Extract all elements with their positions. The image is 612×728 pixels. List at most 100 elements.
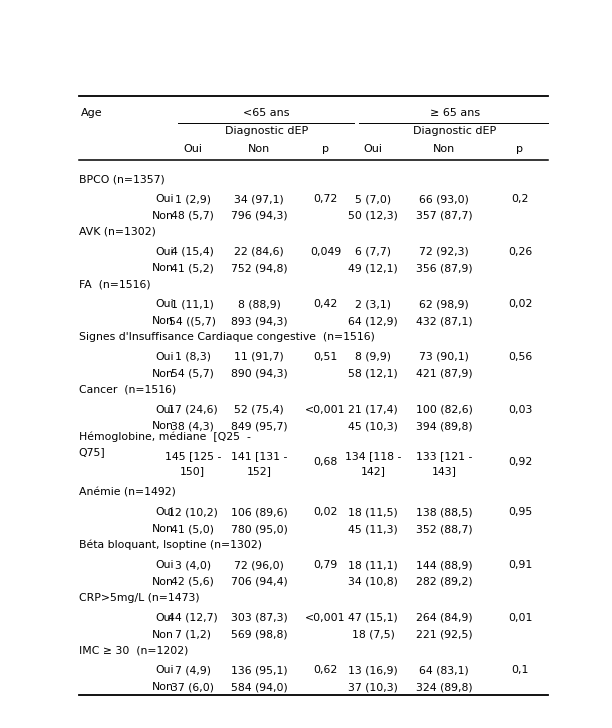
Text: 152]: 152] bbox=[247, 466, 272, 476]
Text: 0,01: 0,01 bbox=[508, 613, 532, 622]
Text: <0,001: <0,001 bbox=[305, 405, 346, 414]
Text: 144 (88,9): 144 (88,9) bbox=[416, 560, 472, 570]
Text: Diagnostic dEP: Diagnostic dEP bbox=[413, 126, 496, 136]
Text: 796 (94,3): 796 (94,3) bbox=[231, 211, 288, 221]
Text: 780 (95,0): 780 (95,0) bbox=[231, 524, 288, 534]
Text: Non: Non bbox=[152, 264, 174, 274]
Text: 64 (12,9): 64 (12,9) bbox=[348, 316, 398, 326]
Text: 0,79: 0,79 bbox=[313, 560, 338, 570]
Text: <0,001: <0,001 bbox=[305, 613, 346, 622]
Text: 58 (12,1): 58 (12,1) bbox=[348, 368, 398, 379]
Text: Non: Non bbox=[152, 630, 174, 639]
Text: 0,62: 0,62 bbox=[313, 665, 338, 676]
Text: CRP>5mg/L (n=1473): CRP>5mg/L (n=1473) bbox=[79, 593, 200, 603]
Text: 1 (2,9): 1 (2,9) bbox=[174, 194, 211, 204]
Text: 282 (89,2): 282 (89,2) bbox=[416, 577, 472, 587]
Text: 849 (95,7): 849 (95,7) bbox=[231, 422, 288, 431]
Text: 150]: 150] bbox=[180, 466, 205, 476]
Text: IMC ≥ 30  (n=1202): IMC ≥ 30 (n=1202) bbox=[79, 646, 188, 655]
Text: 54 (5,7): 54 (5,7) bbox=[171, 368, 214, 379]
Text: Signes d'Insuffisance Cardiaque congestive  (n=1516): Signes d'Insuffisance Cardiaque congesti… bbox=[79, 332, 375, 342]
Text: Oui: Oui bbox=[155, 560, 174, 570]
Text: 2 (3,1): 2 (3,1) bbox=[355, 299, 391, 309]
Text: Anémie (n=1492): Anémie (n=1492) bbox=[79, 488, 176, 497]
Text: p: p bbox=[517, 143, 523, 154]
Text: 11 (91,7): 11 (91,7) bbox=[234, 352, 284, 362]
Text: p: p bbox=[322, 143, 329, 154]
Text: 0,03: 0,03 bbox=[508, 405, 532, 414]
Text: Non: Non bbox=[152, 368, 174, 379]
Text: 142]: 142] bbox=[360, 466, 386, 476]
Text: Non: Non bbox=[152, 211, 174, 221]
Text: Non: Non bbox=[152, 577, 174, 587]
Text: Hémoglobine, médiane  [Q25  -: Hémoglobine, médiane [Q25 - bbox=[79, 432, 251, 442]
Text: FA  (n=1516): FA (n=1516) bbox=[79, 280, 151, 289]
Text: Oui: Oui bbox=[155, 299, 174, 309]
Text: 22 (84,6): 22 (84,6) bbox=[234, 247, 284, 257]
Text: 356 (87,9): 356 (87,9) bbox=[416, 264, 472, 274]
Text: 0,02: 0,02 bbox=[508, 299, 532, 309]
Text: 66 (93,0): 66 (93,0) bbox=[419, 194, 469, 204]
Text: Oui: Oui bbox=[155, 194, 174, 204]
Text: 141 [131 -: 141 [131 - bbox=[231, 451, 287, 461]
Text: 0,92: 0,92 bbox=[508, 457, 532, 467]
Text: 17 (24,6): 17 (24,6) bbox=[168, 405, 218, 414]
Text: 18 (11,5): 18 (11,5) bbox=[348, 507, 398, 518]
Text: 5 (7,0): 5 (7,0) bbox=[355, 194, 391, 204]
Text: ≥ 65 ans: ≥ 65 ans bbox=[430, 108, 480, 117]
Text: 0,51: 0,51 bbox=[313, 352, 338, 362]
Text: 394 (89,8): 394 (89,8) bbox=[416, 422, 472, 431]
Text: 72 (92,3): 72 (92,3) bbox=[419, 247, 469, 257]
Text: 49 (12,1): 49 (12,1) bbox=[348, 264, 398, 274]
Text: 100 (82,6): 100 (82,6) bbox=[416, 405, 472, 414]
Text: 73 (90,1): 73 (90,1) bbox=[419, 352, 469, 362]
Text: 0,26: 0,26 bbox=[508, 247, 532, 257]
Text: 44 (12,7): 44 (12,7) bbox=[168, 613, 218, 622]
Text: 264 (84,9): 264 (84,9) bbox=[416, 613, 472, 622]
Text: Non: Non bbox=[152, 422, 174, 431]
Text: Non: Non bbox=[152, 524, 174, 534]
Text: 145 [125 -: 145 [125 - bbox=[165, 451, 221, 461]
Text: 893 (94,3): 893 (94,3) bbox=[231, 316, 288, 326]
Text: 45 (10,3): 45 (10,3) bbox=[348, 422, 398, 431]
Text: 0,72: 0,72 bbox=[313, 194, 338, 204]
Text: 48 (5,7): 48 (5,7) bbox=[171, 211, 214, 221]
Text: 72 (96,0): 72 (96,0) bbox=[234, 560, 284, 570]
Text: Oui: Oui bbox=[155, 613, 174, 622]
Text: 41 (5,0): 41 (5,0) bbox=[171, 524, 214, 534]
Text: 37 (6,0): 37 (6,0) bbox=[171, 682, 214, 692]
Text: 52 (75,4): 52 (75,4) bbox=[234, 405, 284, 414]
Text: 42 (5,6): 42 (5,6) bbox=[171, 577, 214, 587]
Text: 706 (94,4): 706 (94,4) bbox=[231, 577, 288, 587]
Text: 4 (15,4): 4 (15,4) bbox=[171, 247, 214, 257]
Text: 0,02: 0,02 bbox=[313, 507, 338, 518]
Text: Oui: Oui bbox=[155, 247, 174, 257]
Text: 62 (98,9): 62 (98,9) bbox=[419, 299, 469, 309]
Text: 0,68: 0,68 bbox=[313, 457, 338, 467]
Text: 0,91: 0,91 bbox=[508, 560, 532, 570]
Text: 569 (98,8): 569 (98,8) bbox=[231, 630, 288, 639]
Text: 143]: 143] bbox=[431, 466, 457, 476]
Text: 37 (10,3): 37 (10,3) bbox=[348, 682, 398, 692]
Text: 34 (10,8): 34 (10,8) bbox=[348, 577, 398, 587]
Text: 0,56: 0,56 bbox=[508, 352, 532, 362]
Text: 7 (1,2): 7 (1,2) bbox=[174, 630, 211, 639]
Text: 13 (16,9): 13 (16,9) bbox=[348, 665, 398, 676]
Text: 12 (10,2): 12 (10,2) bbox=[168, 507, 218, 518]
Text: 7 (4,9): 7 (4,9) bbox=[174, 665, 211, 676]
Text: 34 (97,1): 34 (97,1) bbox=[234, 194, 284, 204]
Text: 133 [121 -: 133 [121 - bbox=[416, 451, 472, 461]
Text: Oui: Oui bbox=[155, 507, 174, 518]
Text: 8 (88,9): 8 (88,9) bbox=[237, 299, 280, 309]
Text: 0,2: 0,2 bbox=[511, 194, 529, 204]
Text: 584 (94,0): 584 (94,0) bbox=[231, 682, 288, 692]
Text: Non: Non bbox=[248, 143, 271, 154]
Text: 18 (11,1): 18 (11,1) bbox=[348, 560, 398, 570]
Text: 21 (17,4): 21 (17,4) bbox=[348, 405, 398, 414]
Text: 303 (87,3): 303 (87,3) bbox=[231, 613, 288, 622]
Text: 0,95: 0,95 bbox=[508, 507, 532, 518]
Text: Age: Age bbox=[81, 108, 103, 117]
Text: Oui: Oui bbox=[155, 665, 174, 676]
Text: 357 (87,7): 357 (87,7) bbox=[416, 211, 472, 221]
Text: 47 (15,1): 47 (15,1) bbox=[348, 613, 398, 622]
